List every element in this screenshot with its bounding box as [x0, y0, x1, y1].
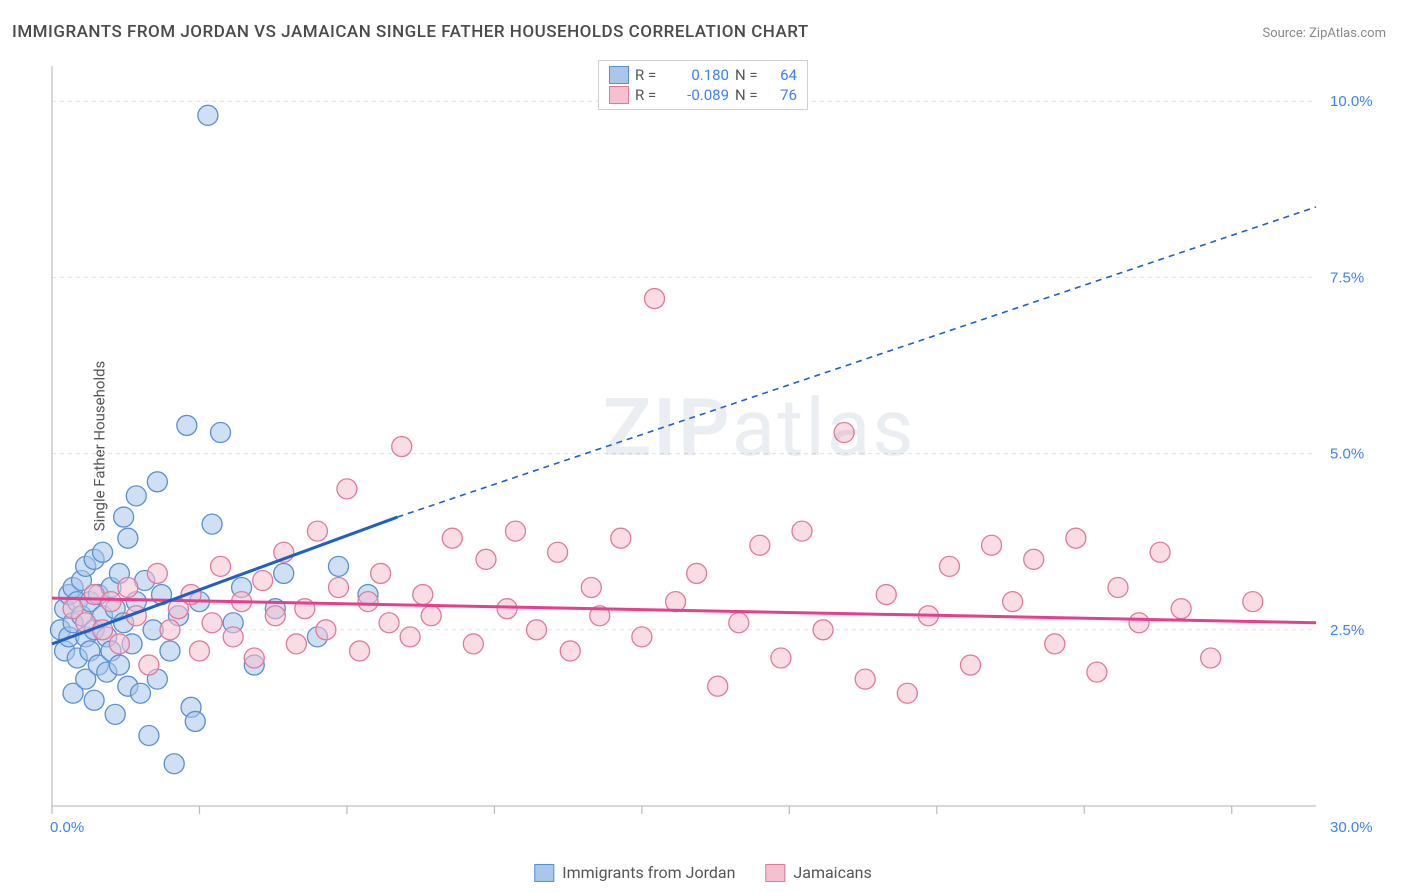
n-value-jamaican: 76: [769, 86, 797, 104]
svg-text:30.0%: 30.0%: [1330, 819, 1373, 836]
legend-swatch-jordan: [609, 66, 629, 84]
scatter-plot-svg: 2.5% 5.0% 7.5% 10.0% 0.0% 30.0%: [46, 52, 1386, 842]
legend-row-jamaican: R = -0.089 N = 76: [609, 85, 797, 105]
svg-text:10.0%: 10.0%: [1330, 93, 1373, 110]
r-label: R =: [635, 66, 663, 84]
chart-plot-area: 2.5% 5.0% 7.5% 10.0% 0.0% 30.0%: [46, 52, 1386, 842]
n-label: N =: [735, 66, 763, 84]
n-value-jordan: 64: [769, 66, 797, 84]
svg-text:5.0%: 5.0%: [1330, 446, 1364, 463]
source-label: Source:: [1262, 26, 1309, 41]
chart-title: IMMIGRANTS FROM JORDAN VS JAMAICAN SINGL…: [12, 22, 809, 42]
svg-text:2.5%: 2.5%: [1330, 622, 1364, 639]
legend-item-jordan: Immigrants from Jordan: [534, 863, 735, 882]
series-legend: Immigrants from Jordan Jamaicans: [534, 863, 871, 882]
r-value-jordan: 0.180: [669, 66, 729, 84]
legend-swatch-jamaican: [609, 86, 629, 104]
svg-text:0.0%: 0.0%: [50, 819, 84, 836]
correlation-legend: R = 0.180 N = 64 R = -0.089 N = 76: [598, 60, 808, 110]
r-label: R =: [635, 86, 663, 104]
legend-label-jordan: Immigrants from Jordan: [562, 863, 735, 882]
legend-row-jordan: R = 0.180 N = 64: [609, 65, 797, 85]
legend-swatch-jamaican-icon: [765, 864, 785, 882]
legend-item-jamaican: Jamaicans: [765, 863, 871, 882]
source-link[interactable]: ZipAtlas.com: [1309, 26, 1386, 41]
legend-label-jamaican: Jamaicans: [793, 863, 871, 882]
source-attribution: Source: ZipAtlas.com: [1262, 26, 1386, 41]
legend-swatch-jordan-icon: [534, 864, 554, 882]
svg-text:7.5%: 7.5%: [1330, 269, 1364, 286]
r-value-jamaican: -0.089: [669, 86, 729, 104]
n-label: N =: [735, 86, 763, 104]
